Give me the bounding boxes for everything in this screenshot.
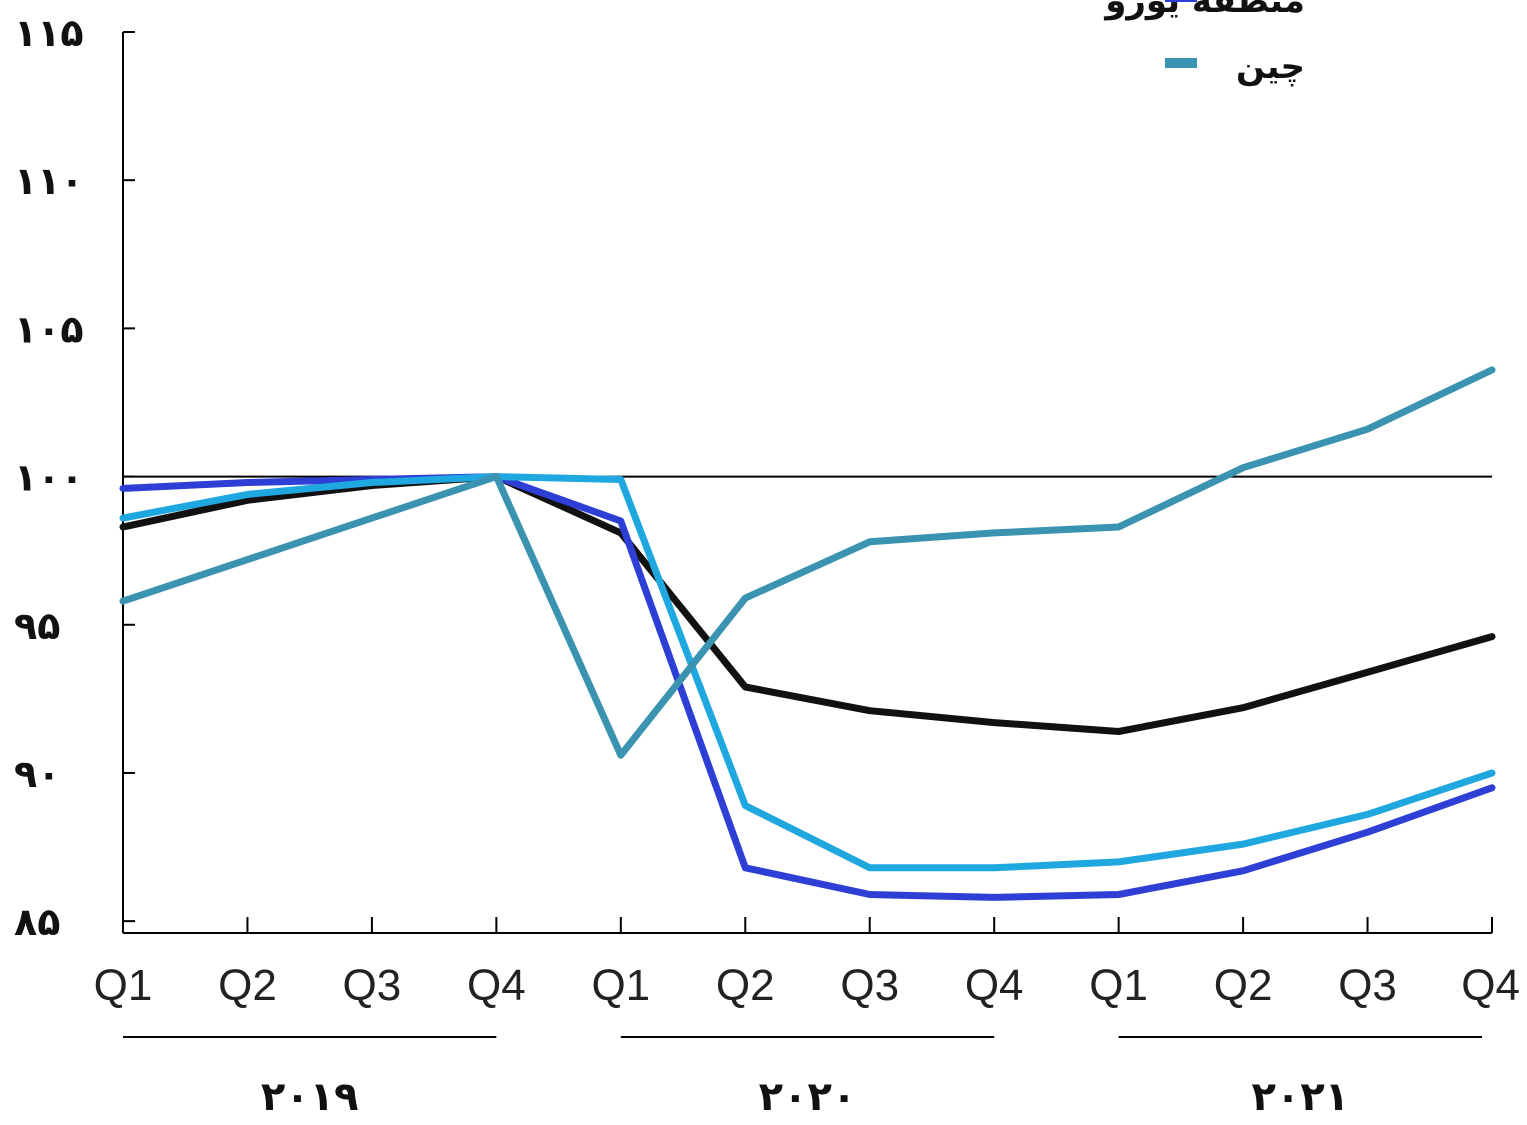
series-line-3 (119, 473, 1496, 872)
x-tick-label: Q3 (1338, 961, 1397, 1010)
legend-swatch (1165, 58, 1197, 68)
x-tick-label: Q2 (716, 961, 775, 1010)
series-line-2 (119, 473, 1496, 901)
series-group (119, 366, 1496, 901)
y-tick-label: ۹۰ (14, 752, 60, 796)
x-tick-labels: Q1 Q2 Q3 Q4 Q1 Q2 Q3 Q4 Q1 Q2 Q3 Q4 (94, 961, 1520, 1010)
x-tick-label: Q1 (1089, 961, 1148, 1010)
axes: ۸۵ ۹۰ ۹۵ ۱۰۰ ۱۰۵ ۱۱۰ ۱۱۵ (14, 11, 1493, 944)
y-tick-label: ۹۵ (14, 604, 60, 648)
x-tick-label: Q1 (591, 961, 650, 1010)
x-tick-label: Q3 (840, 961, 899, 1010)
legend-label: منطقه یورو (1103, 0, 1305, 21)
legend: منطقه یورو چین (1103, 0, 1305, 87)
y-tick-label: ۱۰۵ (14, 307, 84, 351)
series-line-4 (119, 366, 1496, 759)
x-tick-label: Q2 (218, 961, 277, 1010)
year-group-label: ۲۰۲۱ (1251, 1074, 1349, 1120)
x-tick-label: Q4 (1461, 961, 1520, 1010)
series-line-1 (119, 473, 1496, 735)
y-tick-label: ۱۱۰ (14, 159, 84, 203)
x-tick-label: Q3 (343, 961, 402, 1010)
x-tick-label: Q4 (467, 961, 526, 1010)
year-group-label: ۲۰۲۰ (759, 1074, 857, 1120)
y-tick-label: ۱۱۵ (14, 11, 84, 55)
y-tick-label: ۸۵ (14, 900, 60, 944)
legend-label: چین (1236, 47, 1305, 87)
year-group-label: ۲۰۱۹ (261, 1074, 359, 1120)
y-tick-label: ۱۰۰ (14, 456, 84, 500)
legend-swatch (1165, 0, 1197, 2)
year-group-labels: ۲۰۱۹ ۲۰۲۰ ۲۰۲۱ (123, 1036, 1482, 1120)
x-tick-label: Q4 (965, 961, 1024, 1010)
x-tick-label: Q2 (1214, 961, 1273, 1010)
x-tick-label: Q1 (94, 961, 153, 1010)
